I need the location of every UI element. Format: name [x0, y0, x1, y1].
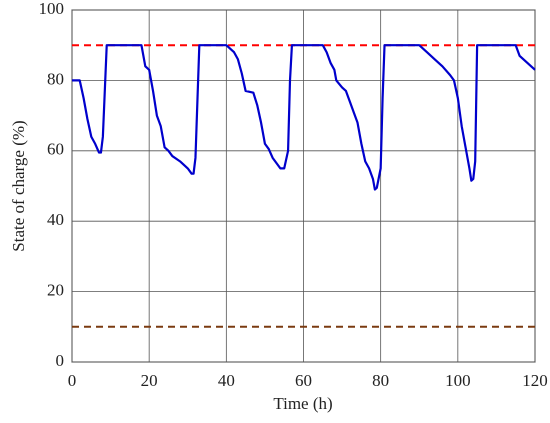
y-tick-label: 80 [47, 69, 64, 88]
x-tick-label: 80 [372, 371, 389, 390]
y-tick-label: 20 [47, 281, 64, 300]
x-axis-label: Time (h) [273, 394, 332, 413]
x-tick-label: 120 [522, 371, 548, 390]
x-tick-label: 20 [141, 371, 158, 390]
y-tick-label: 100 [39, 0, 65, 18]
y-axis-label: State of charge (%) [9, 120, 28, 251]
x-tick-label: 60 [295, 371, 312, 390]
x-tick-label: 40 [218, 371, 235, 390]
y-tick-label: 40 [47, 210, 64, 229]
y-tick-label: 60 [47, 140, 64, 159]
data-line [72, 44, 536, 191]
x-tick-label: 0 [68, 371, 77, 390]
x-tick-label: 100 [445, 371, 471, 390]
y-tick-label: 0 [56, 351, 65, 370]
